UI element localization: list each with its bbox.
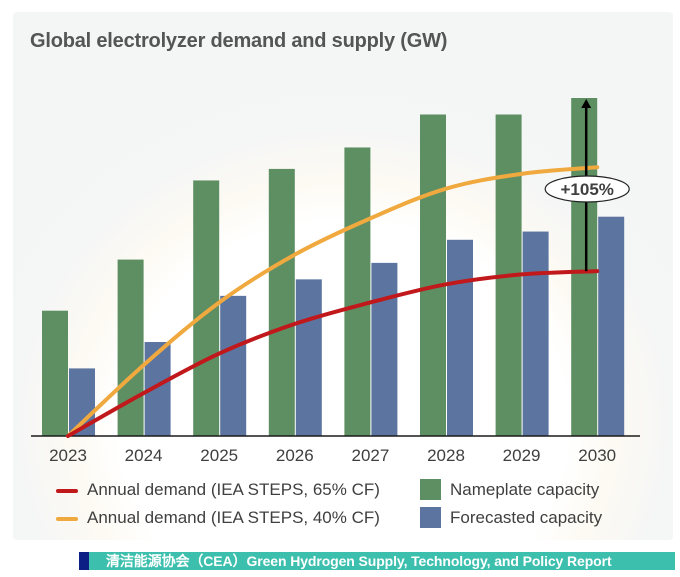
bar-nameplate-2028	[420, 114, 446, 437]
legend-swatch-green-box	[420, 479, 441, 500]
x-tick-label-2029: 2029	[503, 446, 541, 465]
bar-forecasted-2028	[447, 239, 473, 436]
legend-label: Annual demand (IEA STEPS, 65% CF)	[87, 480, 380, 499]
legend-label: Forecasted capacity	[450, 508, 603, 527]
line-demand-40cf	[66, 165, 600, 438]
legend-swatch-red-line	[56, 489, 78, 493]
x-tick-label-2025: 2025	[200, 446, 238, 465]
x-tick-label-2023: 2023	[49, 446, 87, 465]
x-tick-label-2027: 2027	[351, 446, 389, 465]
legend-swatch-blue-box	[420, 507, 441, 528]
bar-forecasted-2025	[220, 295, 247, 436]
line-demand-65cf	[66, 269, 600, 438]
bar-forecasted-2026	[295, 279, 322, 436]
annotation-group: +105%	[544, 99, 630, 272]
chart-title: Global electrolyzer demand and supply (G…	[30, 30, 448, 52]
callout-ellipse	[544, 175, 630, 203]
bar-nameplate-2027	[344, 147, 371, 436]
bar-forecasted-2027	[371, 262, 398, 436]
x-tick-label-2030: 2030	[578, 446, 616, 465]
bar-nameplate-2026	[268, 168, 295, 436]
bar-forecasted-2029	[522, 231, 549, 436]
bar-nameplate-2025	[193, 180, 220, 436]
bars-group	[42, 98, 625, 437]
callout-label: +105%	[560, 180, 613, 199]
footer-banner: 清洁能源协会（CEA）Green Hydrogen Supply, Techno…	[79, 552, 675, 570]
x-tick-label-2026: 2026	[276, 446, 314, 465]
bar-nameplate-2023	[42, 310, 68, 436]
lines-group	[66, 165, 600, 438]
x-tick-label-2024: 2024	[125, 446, 163, 465]
x-tick-label-2028: 2028	[427, 446, 465, 465]
x-tick-labels: 2023 2024 2025 2026 2027 2028 2029 2030	[49, 446, 616, 465]
banner-text: 清洁能源协会（CEA）Green Hydrogen Supply, Techno…	[106, 553, 612, 569]
legend-label: Nameplate capacity	[450, 480, 600, 499]
arrow-up-icon	[581, 99, 592, 108]
bar-nameplate-2030	[571, 98, 598, 436]
legend-swatch-orange-line	[56, 517, 78, 521]
bar-forecasted-2030	[598, 216, 625, 436]
banner-marker	[79, 552, 89, 570]
legend-label: Annual demand (IEA STEPS, 40% CF)	[87, 508, 380, 527]
